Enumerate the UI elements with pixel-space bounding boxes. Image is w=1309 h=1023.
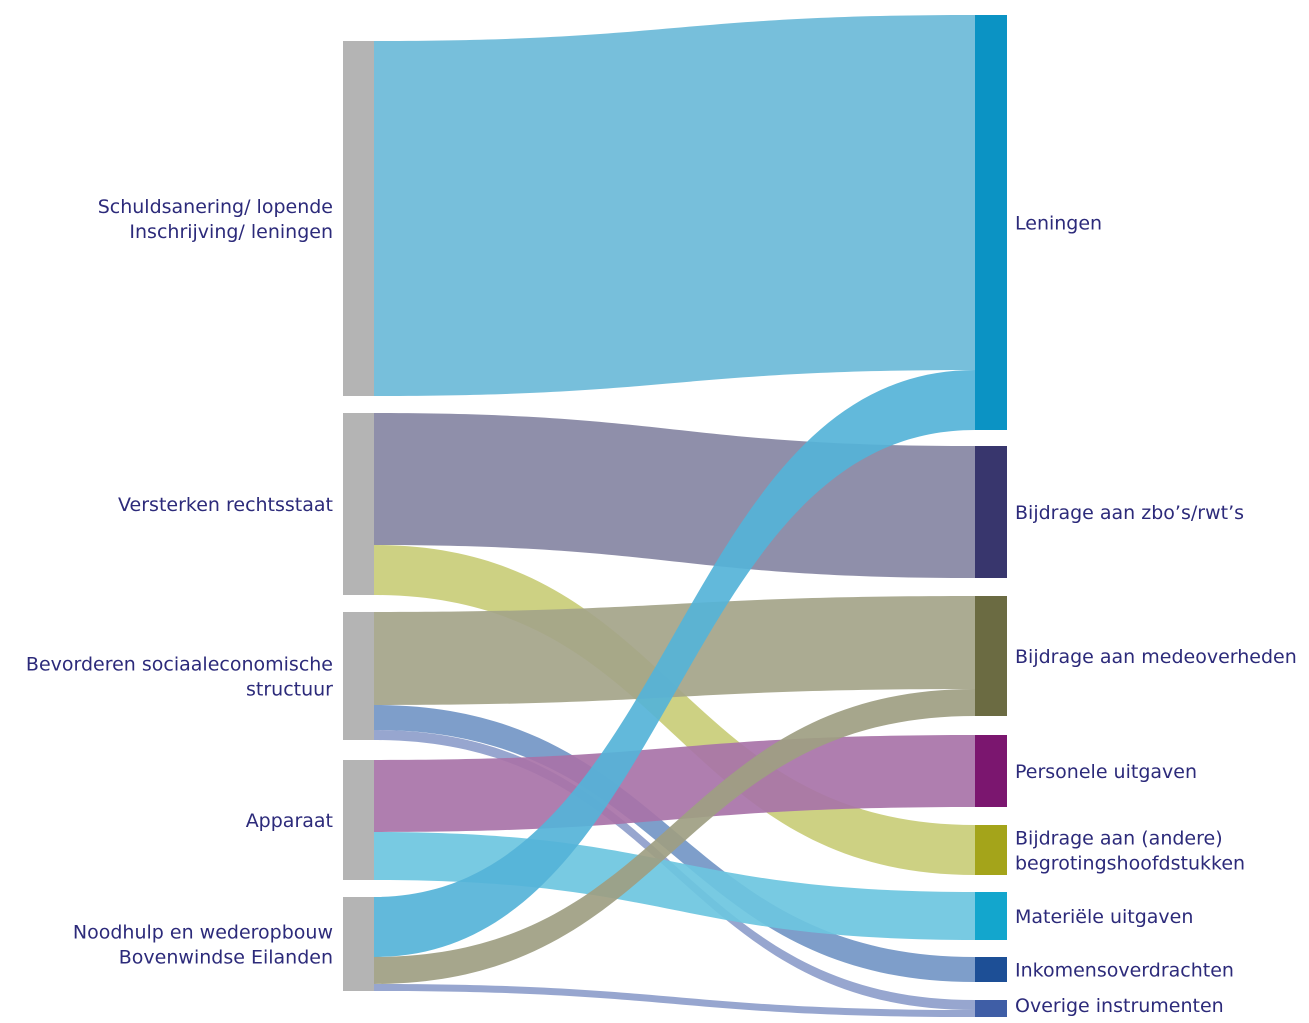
diagram-nodes — [343, 15, 1007, 1017]
flow-s4-to-t4 — [374, 735, 975, 832]
target-node-t3 — [975, 596, 1007, 716]
flow-s1-to-t1 — [374, 15, 975, 396]
target-label-t5-line-2: begrotingshoofdstukken — [1015, 853, 1245, 875]
source-label-s3-line-1: Bevorderen sociaaleconomische — [26, 654, 333, 676]
target-node-t4 — [975, 735, 1007, 807]
target-label-t3-line-1: Bijdrage aan medeoverheden — [1015, 646, 1297, 668]
target-node-t8 — [975, 1000, 1007, 1017]
target-label-t2-line-1: Bijdrage aan zbo’s/rwt’s — [1015, 502, 1244, 524]
source-label-s1-line-2: Inschrijving/ leningen — [129, 221, 333, 243]
source-label-s3-line-2: structuur — [246, 679, 333, 701]
target-label-t8-line-1: Overige instrumenten — [1015, 995, 1224, 1017]
target-node-t5 — [975, 825, 1007, 875]
source-node-s3 — [343, 612, 374, 740]
flow-s5-to-t1 — [374, 370, 975, 957]
flow-s5-to-t3 — [374, 689, 975, 984]
source-label-s2-line-1: Versterken rechtsstaat — [118, 494, 333, 516]
flow-s5-to-t8 — [374, 984, 975, 1017]
source-label-s5-line-1: Noodhulp en wederopbouw — [73, 922, 333, 944]
target-label-t7-line-1: Inkomensoverdrachten — [1015, 960, 1234, 982]
target-node-t7 — [975, 957, 1007, 982]
target-label-t1-line-1: Leningen — [1015, 213, 1102, 235]
target-label-t5-line-1: Bijdrage aan (andere) — [1015, 828, 1223, 850]
source-label-s5-line-2: Bovenwindse Eilanden — [119, 947, 333, 969]
source-node-s1 — [343, 41, 374, 396]
source-label-s1-line-1: Schuldsanering/ lopende — [98, 196, 333, 218]
source-node-s5 — [343, 897, 374, 991]
target-label-t6-line-1: Materiële uitgaven — [1015, 906, 1193, 928]
flow-links — [374, 15, 975, 1017]
node-labels: Schuldsanering/ lopende Inschrijving/ len… — [26, 196, 1297, 1017]
target-node-t2 — [975, 446, 1007, 578]
source-node-s2 — [343, 413, 374, 595]
target-node-t6 — [975, 892, 1007, 940]
source-node-s4 — [343, 760, 374, 880]
target-node-t1 — [975, 15, 1007, 430]
flow-s2-to-t5 — [374, 545, 975, 875]
source-label-s4-line-1: Apparaat — [246, 810, 333, 832]
target-label-t4-line-1: Personele uitgaven — [1015, 761, 1197, 783]
